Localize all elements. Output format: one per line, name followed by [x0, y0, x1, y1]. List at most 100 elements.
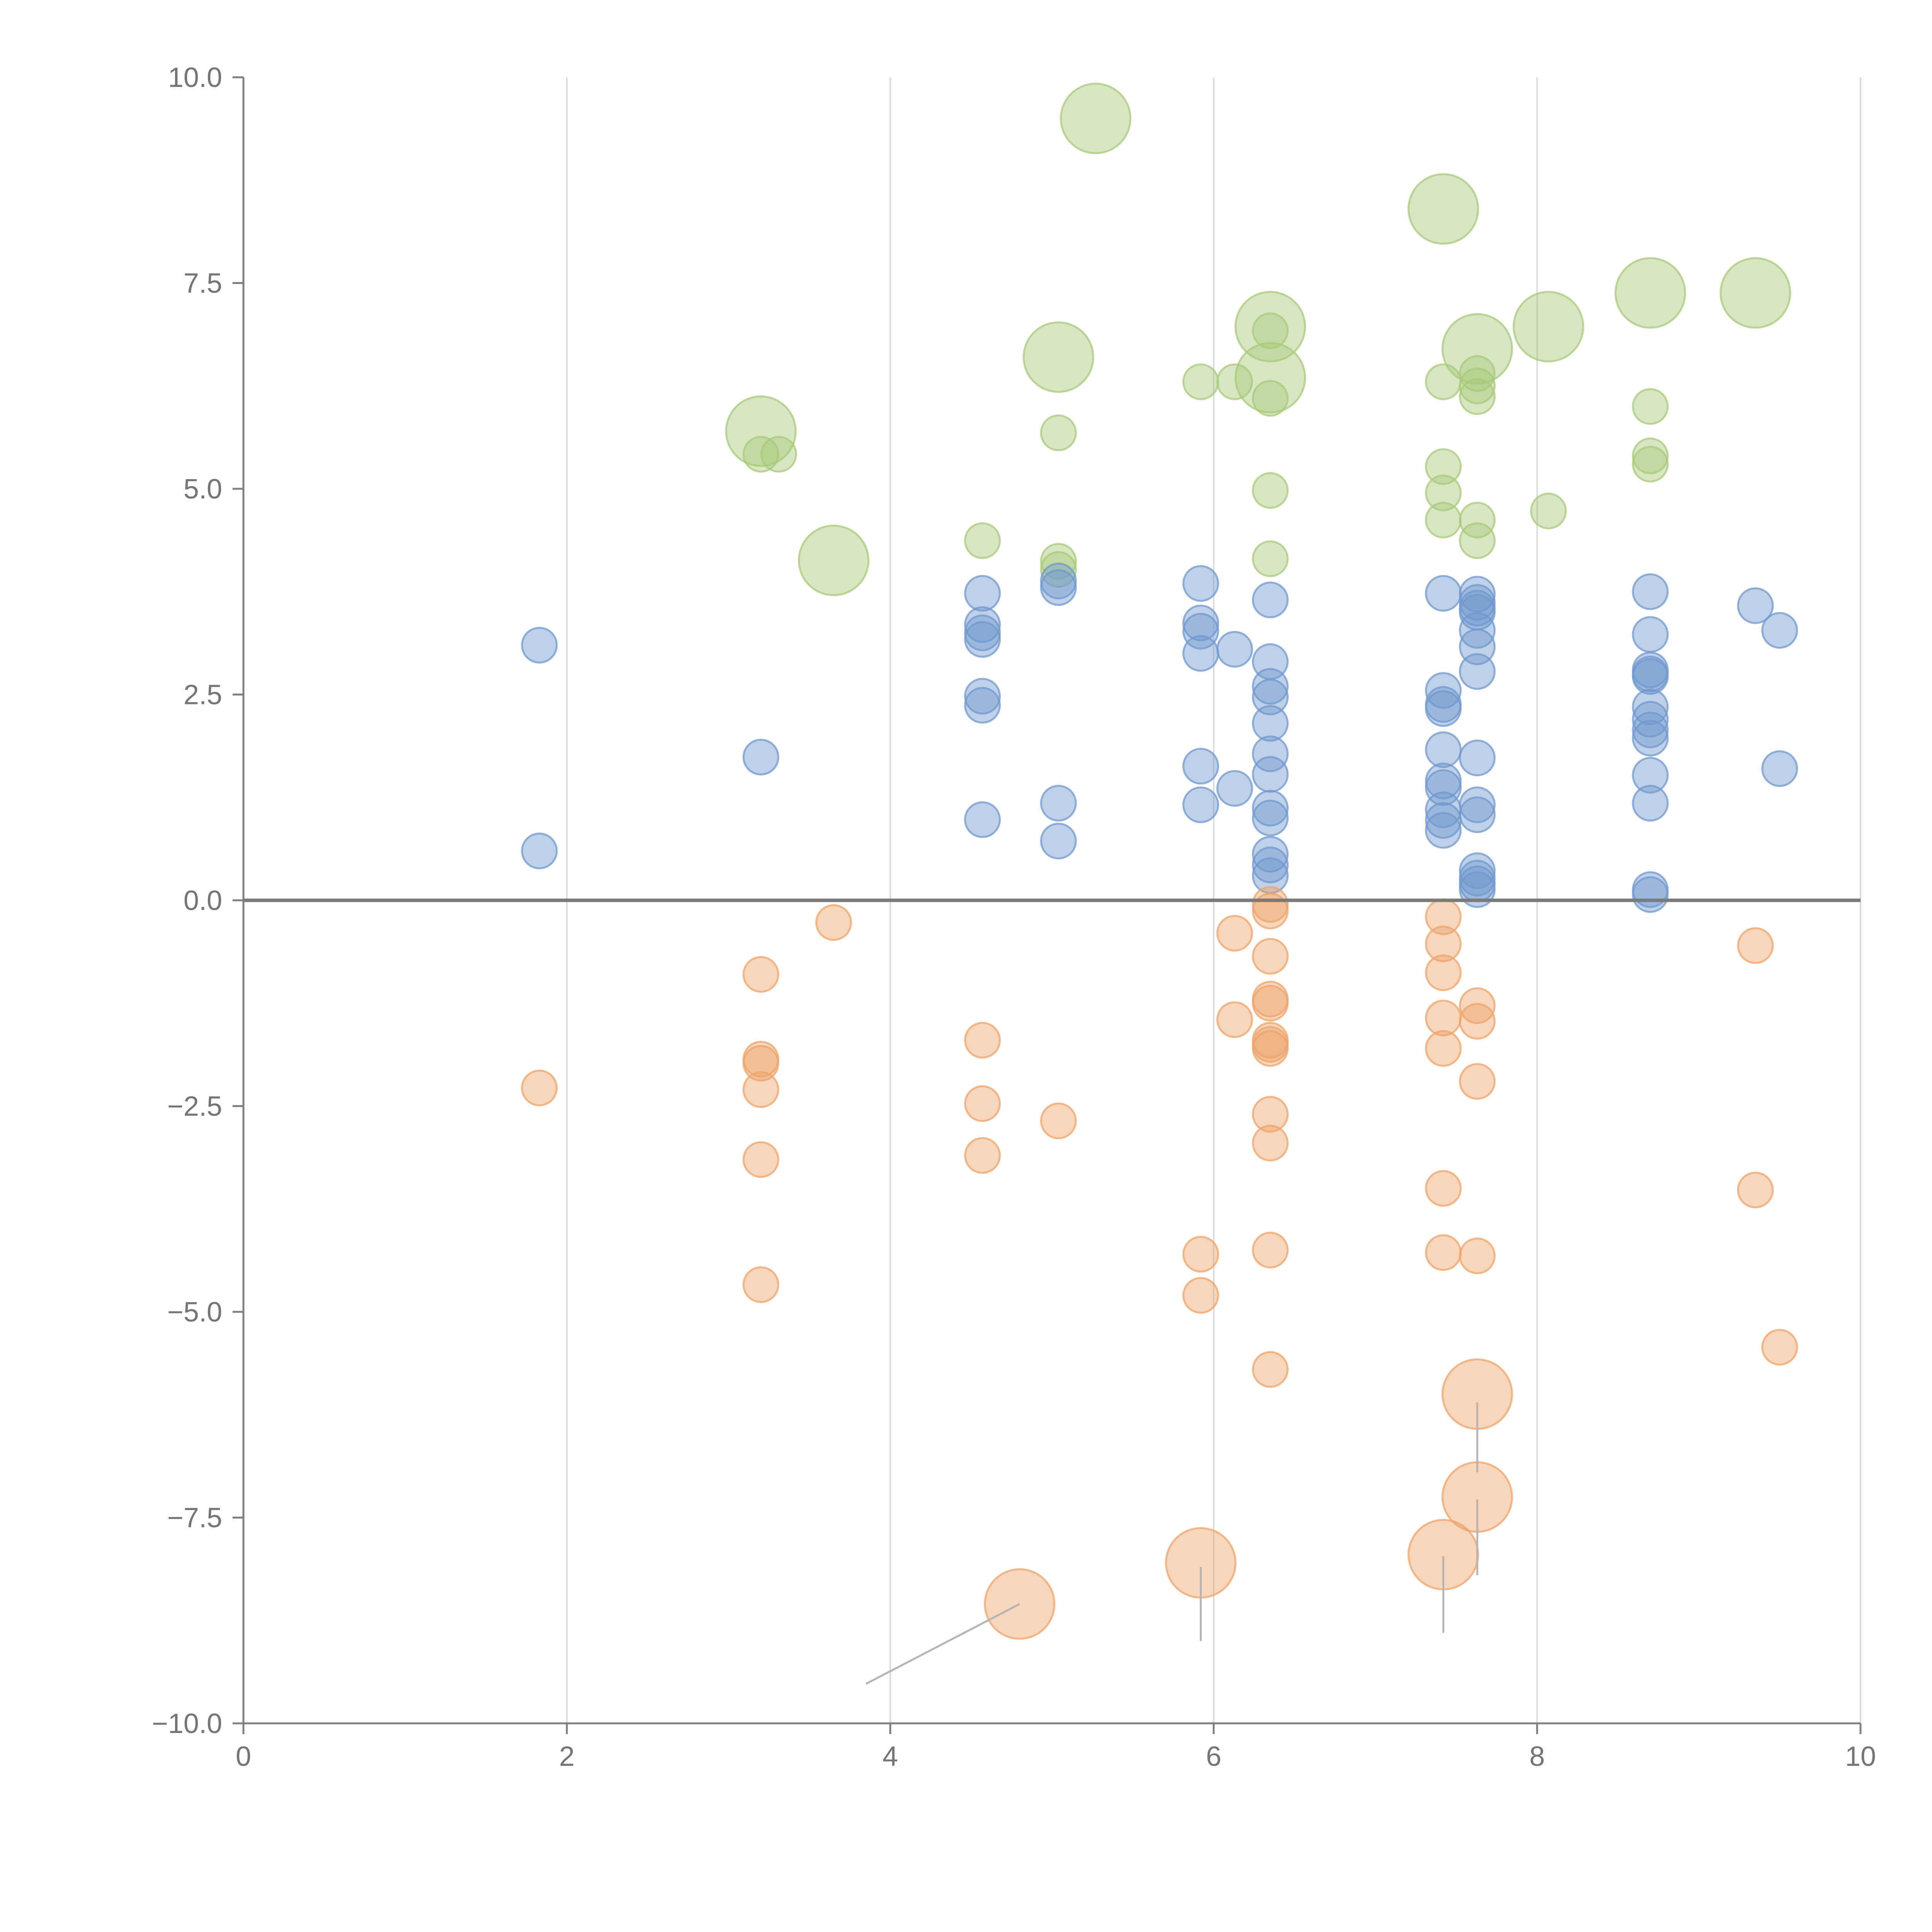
bubble-point	[1040, 414, 1077, 451]
bubble-point	[1614, 257, 1686, 329]
bubble-point	[1425, 769, 1462, 806]
bubble-point	[1632, 573, 1669, 610]
bubble-point	[1719, 257, 1791, 329]
bubble-point	[1632, 437, 1669, 474]
bubble-point	[1425, 363, 1462, 400]
bubble-point	[798, 524, 870, 596]
bubble-point	[1252, 836, 1289, 873]
bubble-point	[1530, 493, 1567, 530]
bubble-point	[1252, 756, 1289, 793]
bubble-point	[964, 606, 1001, 643]
bubble-point	[1441, 313, 1513, 385]
bubble-point	[1182, 612, 1219, 650]
bubble-point	[964, 575, 1001, 612]
bubble-point	[1040, 569, 1077, 606]
bubble-point	[1252, 985, 1289, 1022]
bubble-point	[1632, 785, 1669, 822]
bubble-point	[1459, 786, 1496, 823]
bubble-point	[1459, 653, 1496, 690]
bubble-point	[1425, 448, 1462, 485]
bubble-point	[742, 1141, 779, 1178]
y-tick-label: −7.5	[167, 1503, 222, 1534]
bubble-point	[1425, 474, 1462, 512]
x-tick-label: 8	[1529, 1741, 1545, 1772]
y-tick-label: 0.0	[184, 885, 222, 916]
bubble-point	[1040, 1102, 1077, 1139]
bubble-point	[1425, 1030, 1462, 1067]
bubble-point	[1425, 954, 1462, 991]
bubble-point	[1182, 1236, 1219, 1273]
bubble-point	[1632, 719, 1669, 757]
bubble-point	[1252, 735, 1289, 772]
bubble-point	[1252, 312, 1289, 349]
bubble-point	[1182, 565, 1219, 602]
bubble-point	[1459, 987, 1496, 1024]
bubble-point	[964, 678, 1001, 715]
bubble-point	[1022, 321, 1094, 393]
y-tick-label: 10.0	[168, 62, 222, 93]
bubble-point	[1761, 612, 1798, 649]
bubbles-layer	[243, 83, 1861, 1640]
bubble-point	[1459, 1237, 1496, 1274]
bubble-point	[1737, 927, 1774, 964]
bubble-point	[815, 904, 852, 941]
x-tick-label: 10	[1845, 1741, 1876, 1772]
y-tick-label: −2.5	[167, 1091, 222, 1122]
bubble-point	[742, 1266, 779, 1303]
bubble-point	[742, 956, 779, 993]
y-tick-label: 7.5	[184, 268, 222, 299]
bubble-point	[1252, 1096, 1289, 1133]
x-tick-label: 6	[1206, 1741, 1221, 1772]
bubble-point	[1252, 789, 1289, 827]
bubble-point	[1216, 1001, 1253, 1038]
bubble-point	[1425, 1234, 1462, 1271]
y-tick-label: 5.0	[184, 474, 222, 505]
bubble-point	[1425, 925, 1462, 963]
bubble-point	[1459, 378, 1496, 415]
bubble-point	[760, 436, 797, 473]
bubble-point	[1182, 786, 1219, 823]
bubble-point	[964, 522, 1001, 559]
annotation-leader-line	[866, 1603, 1020, 1685]
y-tick-label: 2.5	[184, 680, 222, 711]
bubble-point	[1459, 367, 1496, 405]
bubble-point	[1252, 582, 1289, 619]
bubble-point	[1234, 291, 1306, 362]
bubble-point	[1182, 748, 1219, 785]
bubble-point	[1216, 915, 1253, 952]
bubble-point	[1425, 812, 1462, 849]
bubble-point	[1425, 690, 1462, 727]
bubble-point	[1632, 388, 1669, 425]
bubble-point	[1425, 1170, 1462, 1207]
bubble-point	[1252, 846, 1289, 883]
bubble-point	[1252, 1231, 1289, 1269]
bubble-point	[742, 738, 779, 776]
leader-layer	[866, 1402, 1478, 1685]
x-tick-label: 4	[883, 1741, 898, 1772]
y-tick-label: −10.0	[152, 1708, 222, 1739]
bubble-point	[1425, 502, 1462, 539]
bubble-point	[1512, 291, 1584, 362]
bubble-point	[1459, 1063, 1496, 1100]
ticks-layer: 0 2 4 6 8 10 10.0 7.5 5.0 2.5 0.0 −2.5 −5.0 −7.5 −10.0	[152, 62, 1876, 1772]
bubble-point	[1632, 757, 1669, 794]
bubble-point	[521, 627, 558, 664]
bubble-point	[742, 1045, 779, 1082]
bubble-point	[1407, 173, 1479, 245]
bubble-point	[1252, 1351, 1289, 1388]
bubble-point	[1252, 472, 1289, 509]
bubble-point	[1632, 446, 1669, 483]
bubble-point	[1252, 938, 1289, 975]
bubble-point	[1252, 679, 1289, 716]
bubble-point	[1632, 711, 1669, 748]
bubble-point	[964, 1022, 1001, 1059]
bubble-point	[964, 1085, 1001, 1122]
bubble-point	[1252, 1124, 1289, 1162]
bubble-point	[1040, 823, 1077, 860]
bubble-point	[1632, 701, 1669, 738]
bubble-point	[1425, 731, 1462, 768]
bubble-point	[1761, 750, 1798, 787]
bubble-point	[1252, 799, 1289, 837]
